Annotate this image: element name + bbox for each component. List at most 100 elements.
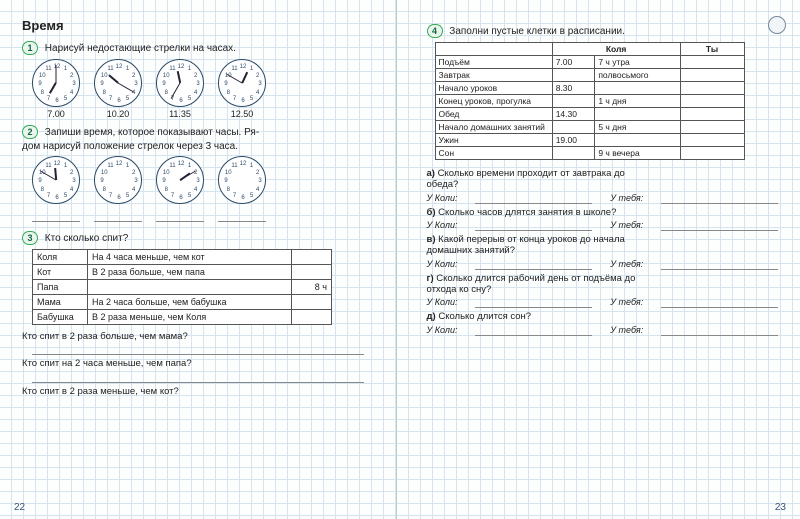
answer-line[interactable] — [475, 259, 592, 270]
answer-line[interactable] — [661, 325, 778, 336]
ans-label: У Коли: — [427, 220, 458, 231]
table-row: Папа 8 ч — [33, 280, 332, 295]
you-cell[interactable] — [680, 108, 744, 121]
task-2: 2 Запиши время, которое показывают часы.… — [22, 125, 374, 139]
clock-label: 10.20 — [107, 109, 130, 119]
time-cell[interactable]: 8.30 — [552, 82, 595, 95]
time-cell[interactable] — [552, 69, 595, 82]
you-cell[interactable] — [680, 147, 744, 160]
word-cell[interactable]: 9 ч вечера — [595, 147, 680, 160]
val-cell[interactable] — [292, 265, 332, 280]
ans-label: У Коли: — [427, 297, 458, 308]
word-cell[interactable] — [595, 134, 680, 147]
clock-icon: 121234567891011 — [32, 59, 80, 107]
time-cell[interactable] — [552, 95, 595, 108]
task-text: Кто сколько спит? — [45, 233, 128, 244]
ans-label: У тебя: — [610, 259, 643, 270]
table-row: КоляНа 4 часа меньше, чем кот — [33, 250, 332, 265]
answer-line[interactable] — [218, 211, 266, 222]
table-row: МамаНа 2 часа больше, чем бабушка — [33, 295, 332, 310]
you-cell[interactable] — [680, 134, 744, 147]
time-cell[interactable] — [552, 147, 595, 160]
word-cell[interactable]: 7 ч утра — [595, 56, 680, 69]
clock-label: 7.00 — [47, 109, 65, 119]
desc-cell — [88, 280, 292, 295]
task-4: 4 Заполни пустые клетки в расписании. — [427, 24, 779, 38]
who-cell: Кот — [33, 265, 88, 280]
row-label: Завтрак — [435, 69, 552, 82]
row-label: Ужин — [435, 134, 552, 147]
row-label: Конец уроков, прогулка — [435, 95, 552, 108]
clock-icon: 121234567891011 — [94, 156, 142, 204]
ans-label: У тебя: — [610, 325, 643, 336]
page-number: 23 — [775, 502, 786, 513]
task-text-line2: дом нарисуй положение стрелок через 3 ча… — [22, 141, 374, 152]
answer-line[interactable] — [32, 372, 364, 383]
question-text: Кто спит в 2 раза меньше, чем кот? — [22, 386, 374, 398]
val-cell[interactable]: 8 ч — [292, 280, 332, 295]
time-cell[interactable] — [552, 121, 595, 134]
answer-line[interactable] — [156, 211, 204, 222]
you-cell[interactable] — [680, 56, 744, 69]
question-text: б) Сколько часов длятся занятия в школе? — [427, 207, 779, 219]
table-row: Подъём7.007 ч утра — [435, 56, 744, 69]
task-number: 4 — [427, 24, 443, 38]
word-cell[interactable]: 1 ч дня — [595, 95, 680, 108]
who-cell: Папа — [33, 280, 88, 295]
table-row: Ужин19.00 — [435, 134, 744, 147]
clock-icon: 121234567891011 — [218, 59, 266, 107]
task-text: Заполни пустые клетки в расписании. — [449, 26, 625, 37]
page-right: 4 Заполни пустые клетки в расписании. Ко… — [397, 0, 800, 519]
table-row: Конец уроков, прогулка 1 ч дня — [435, 95, 744, 108]
val-cell[interactable] — [292, 310, 332, 325]
table-row: Сон 9 ч вечера — [435, 147, 744, 160]
desc-cell: В 2 раза меньше, чем Коля — [88, 310, 292, 325]
sleep-table: КоляНа 4 часа меньше, чем котКот В 2 раза… — [32, 249, 332, 325]
clock-icon: 121234567891011 — [94, 59, 142, 107]
who-cell: Коля — [33, 250, 88, 265]
answer-line[interactable] — [94, 211, 142, 222]
row-label: Сон — [435, 147, 552, 160]
word-cell[interactable] — [595, 108, 680, 121]
time-cell[interactable]: 19.00 — [552, 134, 595, 147]
table-row: Начало домашних занятий 5 ч дня — [435, 121, 744, 134]
row-label: Подъём — [435, 56, 552, 69]
answer-line[interactable] — [475, 297, 592, 308]
you-cell[interactable] — [680, 121, 744, 134]
clock-row: 1212345678910111212345678910111212345678… — [32, 156, 374, 204]
question-text: отхода ко сну? — [427, 284, 779, 296]
table-row: БабушкаВ 2 раза меньше, чем Коля — [33, 310, 332, 325]
val-cell[interactable] — [292, 295, 332, 310]
ans-label: У Коли: — [427, 193, 458, 204]
desc-cell: На 4 часа меньше, чем кот — [88, 250, 292, 265]
answer-line[interactable] — [661, 220, 778, 231]
who-cell: Бабушка — [33, 310, 88, 325]
question-text: д) Сколько длится сон? — [427, 311, 779, 323]
ans-label: У тебя: — [610, 220, 643, 231]
answer-line[interactable] — [661, 297, 778, 308]
val-cell[interactable] — [292, 250, 332, 265]
time-cell[interactable]: 14.30 — [552, 108, 595, 121]
clock-row: 121234567891011 7.00 121234567891011 10.20 1… — [32, 59, 374, 119]
owl-icon — [768, 16, 786, 34]
answer-line[interactable] — [475, 193, 592, 204]
time-cell[interactable]: 7.00 — [552, 56, 595, 69]
row-label: Начало домашних занятий — [435, 121, 552, 134]
answer-line[interactable] — [475, 325, 592, 336]
answer-line[interactable] — [475, 220, 592, 231]
you-cell[interactable] — [680, 95, 744, 108]
word-cell[interactable] — [595, 82, 680, 95]
answer-line[interactable] — [32, 344, 364, 355]
task-number: 2 — [22, 125, 38, 139]
clock-label: 11.35 — [169, 109, 191, 119]
word-cell[interactable]: 5 ч дня — [595, 121, 680, 134]
task-1: 1 Нарисуй недостающие стрелки на часах. — [22, 41, 374, 55]
clock-icon: 121234567891011 — [156, 59, 204, 107]
answer-line[interactable] — [32, 211, 80, 222]
answer-line[interactable] — [661, 193, 778, 204]
word-cell[interactable]: полвосьмого — [595, 69, 680, 82]
answer-line[interactable] — [661, 259, 778, 270]
question-text: обеда? — [427, 179, 779, 191]
you-cell[interactable] — [680, 82, 744, 95]
you-cell[interactable] — [680, 69, 744, 82]
